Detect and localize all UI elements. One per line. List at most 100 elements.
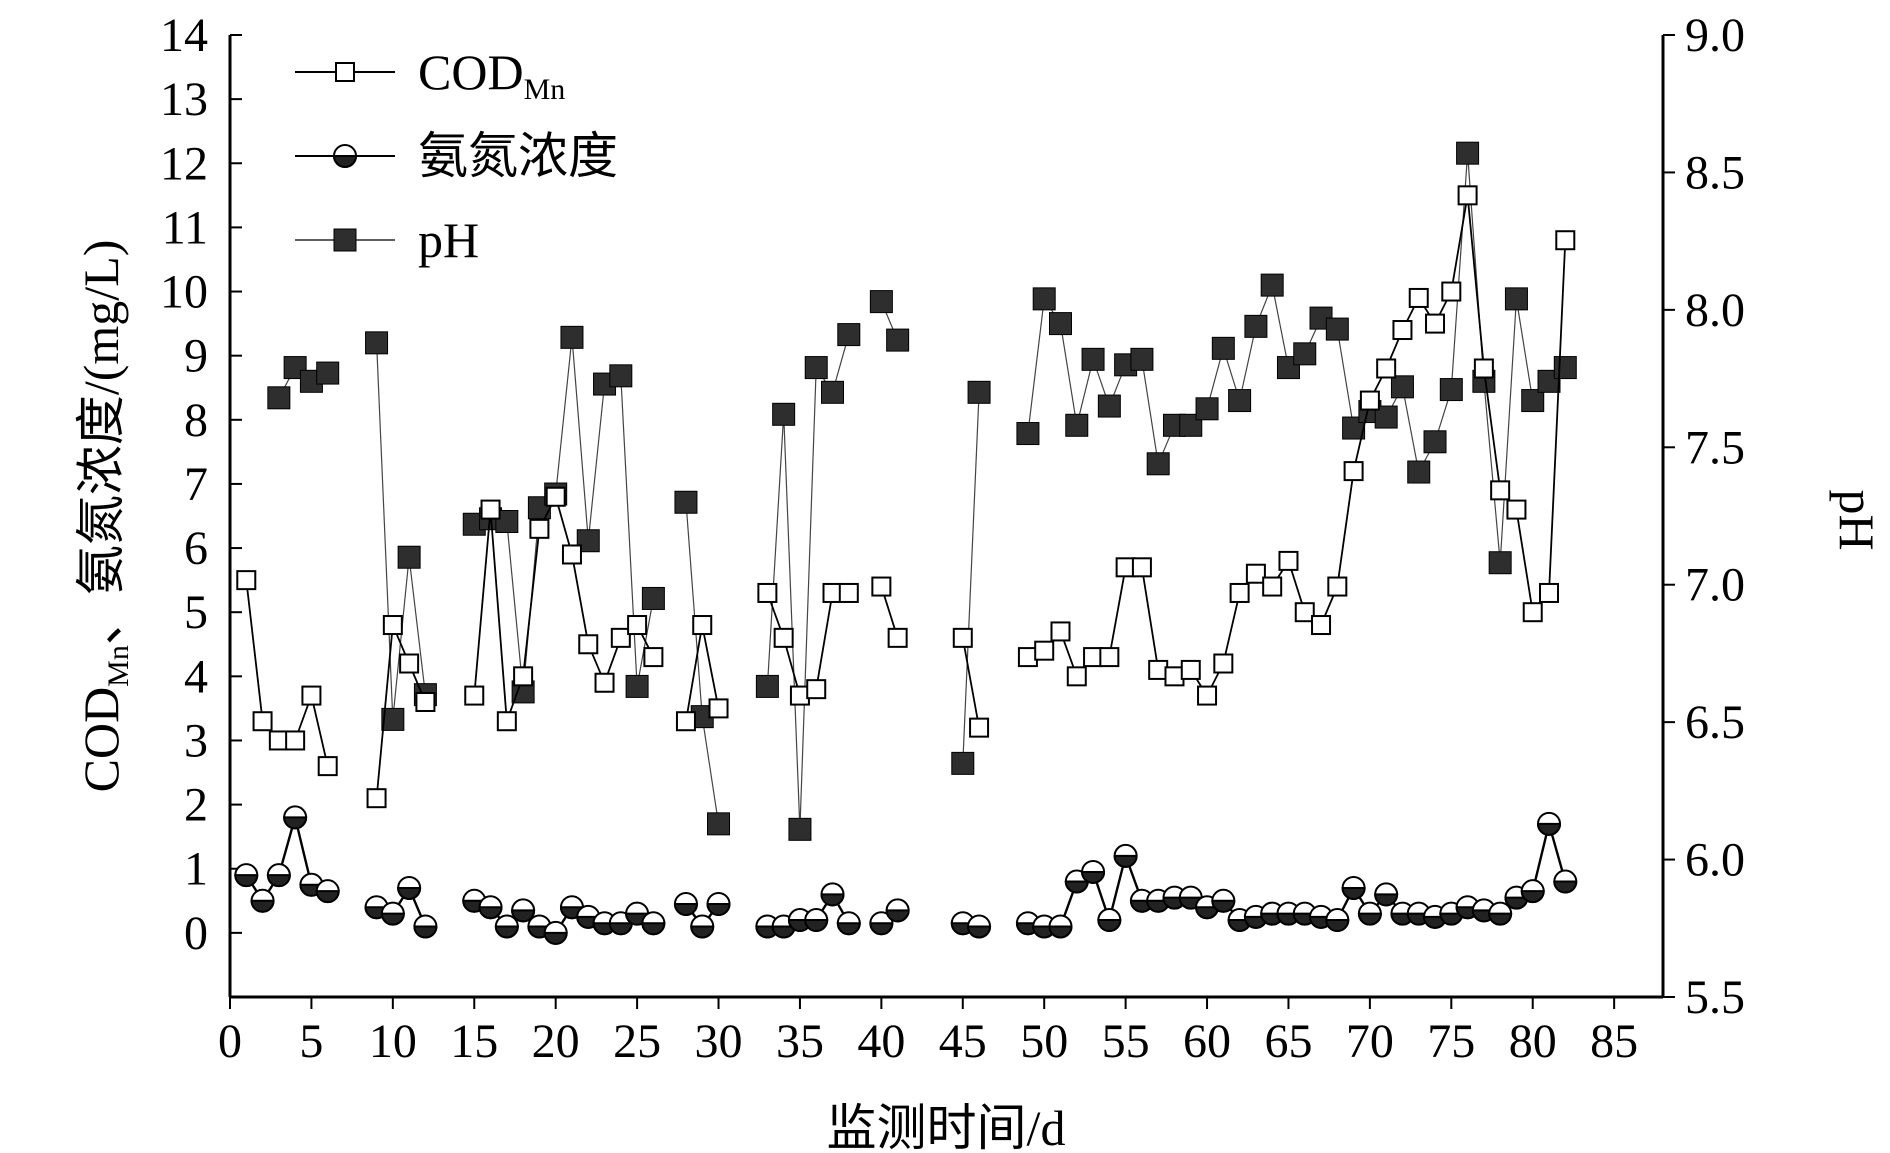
legend-label: pH xyxy=(418,212,479,268)
legend-label: CODMn xyxy=(418,44,565,106)
cod-point xyxy=(480,499,501,520)
left-y-tick-label: 8 xyxy=(184,394,208,447)
ph-point xyxy=(772,402,796,426)
x-tick-label: 45 xyxy=(939,1015,987,1068)
marker-fill xyxy=(543,931,568,945)
left-y-tick-label: 4 xyxy=(184,650,208,703)
marker-fill xyxy=(836,922,861,936)
nh3n-point xyxy=(885,898,910,923)
left-y-tick-label: 12 xyxy=(160,137,208,190)
nh3n-point xyxy=(625,901,650,926)
cod-point xyxy=(399,653,420,674)
marker-fill xyxy=(804,919,829,932)
ph-point xyxy=(267,386,291,410)
ph-point xyxy=(1407,460,1431,484)
cod-point xyxy=(545,486,566,507)
cod-point xyxy=(708,698,729,719)
nh3n-point xyxy=(706,892,731,917)
cod-point xyxy=(415,691,436,712)
series-layer xyxy=(234,141,1578,945)
cod-point xyxy=(871,576,892,597)
right-y-axis-title: pH xyxy=(1829,489,1885,550)
x-tick-label: 70 xyxy=(1346,1015,1394,1068)
nh3n-point xyxy=(1488,901,1513,926)
ph-point xyxy=(869,290,893,314)
nh3n-point xyxy=(1374,882,1399,907)
nh3n-point xyxy=(1520,879,1545,904)
ph-point xyxy=(381,707,405,731)
right-y-tick-label: 6.5 xyxy=(1685,696,1745,749)
ph-point xyxy=(625,674,649,698)
left-y-tick-label: 1 xyxy=(184,843,208,896)
right-y-tick-label: 7.0 xyxy=(1685,559,1745,612)
cod-point xyxy=(1490,480,1511,501)
marker-fill xyxy=(690,925,715,939)
marker-fill xyxy=(869,922,894,936)
cod-point xyxy=(513,666,534,687)
nh3n-point xyxy=(1113,843,1138,868)
cod-point xyxy=(1539,582,1560,603)
nh3n-point xyxy=(511,898,536,923)
left-y-tick-label: 14 xyxy=(160,9,208,62)
cod-point xyxy=(1034,640,1055,661)
cod-point xyxy=(1555,230,1576,251)
cod-point xyxy=(1376,358,1397,379)
cod-point xyxy=(464,685,485,706)
nh3n-point xyxy=(283,805,308,830)
marker-fill xyxy=(673,903,698,916)
marker-fill xyxy=(1553,880,1578,894)
nh3n-point xyxy=(1097,908,1122,933)
cod-point xyxy=(1441,281,1462,302)
x-tick-label: 60 xyxy=(1183,1015,1231,1068)
nh3n-point xyxy=(315,879,340,904)
nh3n-point xyxy=(1211,888,1236,913)
cod-point xyxy=(806,679,827,700)
marker-fill xyxy=(967,925,992,939)
nh3n-point xyxy=(1276,901,1301,926)
right-y-tick-label: 6.0 xyxy=(1685,834,1745,887)
cod-line xyxy=(375,624,427,799)
left-y-tick-label: 7 xyxy=(184,458,208,511)
cod-point xyxy=(1131,557,1152,578)
ph-point xyxy=(967,380,991,404)
nh3n-point xyxy=(380,901,405,926)
nh3n-point xyxy=(1341,875,1366,900)
x-tick-label: 15 xyxy=(450,1015,498,1068)
left-y-tick-label: 2 xyxy=(184,779,208,832)
marker-fill xyxy=(1341,886,1366,900)
nh3n-point xyxy=(250,888,275,913)
x-tick-label: 30 xyxy=(695,1015,743,1068)
cod-point xyxy=(1506,499,1527,520)
ph-point xyxy=(1553,356,1577,380)
cod-point xyxy=(1245,563,1266,584)
ph-point xyxy=(560,325,584,349)
left-y-tick-label: 10 xyxy=(160,266,208,319)
nh3n-point xyxy=(1553,869,1578,894)
left-y-title-subscript: Mn xyxy=(102,645,135,687)
ph-point xyxy=(1211,336,1235,360)
right-y-tick-label: 9.0 xyxy=(1685,9,1745,62)
axes xyxy=(228,35,1665,999)
ph-point xyxy=(1032,287,1056,311)
cod-point xyxy=(561,544,582,565)
cod-point xyxy=(1522,602,1543,623)
cod-point xyxy=(1197,685,1218,706)
marker-fill xyxy=(706,903,731,916)
x-tick-label: 20 xyxy=(532,1015,580,1068)
cod-point xyxy=(1278,550,1299,571)
nh3n-point xyxy=(478,895,503,920)
legend-marker xyxy=(332,144,358,168)
marker-fill xyxy=(820,893,845,907)
x-tick-label: 50 xyxy=(1020,1015,1068,1068)
marker-fill xyxy=(1113,854,1138,868)
right-y-tick-label: 8.5 xyxy=(1685,146,1745,199)
ph-point xyxy=(1325,317,1349,341)
x-tick-label: 40 xyxy=(857,1015,905,1068)
ph-point xyxy=(707,812,731,836)
ph-point xyxy=(1048,312,1072,336)
cod-point xyxy=(1294,602,1315,623)
marker-fill xyxy=(283,816,308,830)
marker-fill xyxy=(1488,912,1513,926)
nh3n-point xyxy=(1357,901,1382,926)
x-tick-label: 55 xyxy=(1102,1015,1150,1068)
